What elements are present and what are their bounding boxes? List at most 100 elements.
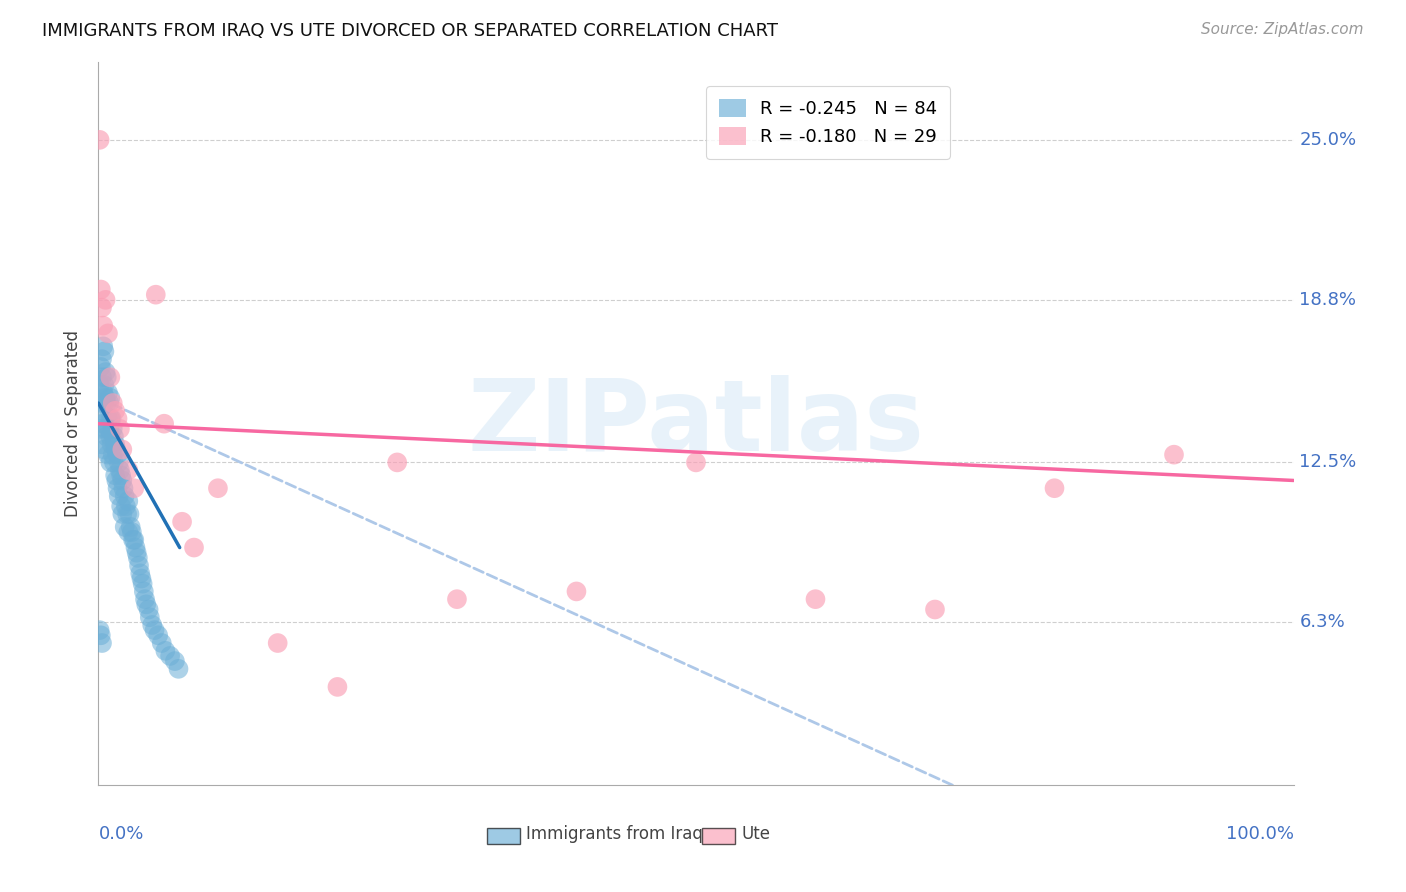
Point xyxy=(98,370,122,384)
Point xyxy=(159,648,181,663)
Point xyxy=(114,520,136,534)
Text: ZIPatlas: ZIPatlas xyxy=(468,376,924,472)
Point xyxy=(103,429,125,443)
Point xyxy=(101,448,124,462)
Point xyxy=(167,662,190,676)
Point xyxy=(132,584,155,599)
Point xyxy=(150,636,173,650)
Point xyxy=(98,396,121,410)
Point xyxy=(124,541,146,555)
Point xyxy=(97,448,120,462)
Point xyxy=(117,463,139,477)
Point xyxy=(98,429,122,443)
Point xyxy=(148,628,170,642)
Point xyxy=(124,533,146,547)
Point xyxy=(101,422,124,436)
Point xyxy=(104,404,127,418)
Point xyxy=(120,520,142,534)
Point xyxy=(107,489,129,503)
Text: Source: ZipAtlas.com: Source: ZipAtlas.com xyxy=(1201,22,1364,37)
Point xyxy=(117,524,139,539)
Point xyxy=(131,576,153,591)
Point xyxy=(91,352,114,367)
Point xyxy=(98,391,122,405)
Point xyxy=(134,592,156,607)
Text: 12.5%: 12.5% xyxy=(1299,453,1357,471)
Point xyxy=(100,437,122,451)
Point xyxy=(91,437,114,451)
Point xyxy=(153,417,176,431)
Point xyxy=(125,546,148,560)
Point xyxy=(101,396,124,410)
Point xyxy=(90,628,112,642)
Text: 25.0%: 25.0% xyxy=(1299,131,1357,149)
Point xyxy=(97,326,120,341)
Point xyxy=(207,481,229,495)
Point xyxy=(93,396,115,410)
Point xyxy=(97,411,120,425)
Point xyxy=(91,385,114,400)
Text: IMMIGRANTS FROM IRAQ VS UTE DIVORCED OR SEPARATED CORRELATION CHART: IMMIGRANTS FROM IRAQ VS UTE DIVORCED OR … xyxy=(42,22,778,40)
Point xyxy=(108,422,131,436)
Point xyxy=(446,592,468,607)
Point xyxy=(155,644,177,658)
Point xyxy=(129,566,152,581)
Point xyxy=(115,507,138,521)
Point xyxy=(115,500,138,514)
Point xyxy=(172,515,194,529)
Point xyxy=(89,378,111,392)
Point xyxy=(94,365,117,379)
Point xyxy=(565,584,588,599)
Point xyxy=(107,411,129,425)
FancyBboxPatch shape xyxy=(486,829,520,844)
Point xyxy=(90,283,112,297)
Point xyxy=(108,463,131,477)
Point xyxy=(90,422,112,436)
Point xyxy=(110,468,132,483)
Point xyxy=(111,474,134,488)
Point xyxy=(93,344,115,359)
Point xyxy=(90,396,112,410)
Point xyxy=(94,293,117,307)
Point xyxy=(91,636,114,650)
Point xyxy=(103,455,125,469)
Point xyxy=(326,680,349,694)
Point xyxy=(124,481,146,495)
Point xyxy=(139,610,162,624)
Point xyxy=(110,500,132,514)
Point xyxy=(104,468,127,483)
Point xyxy=(112,481,135,495)
Point xyxy=(96,429,118,443)
Y-axis label: Divorced or Separated: Divorced or Separated xyxy=(65,330,83,517)
Point xyxy=(267,636,290,650)
Point xyxy=(111,442,134,457)
Point xyxy=(131,572,153,586)
Point xyxy=(122,533,145,547)
Point xyxy=(385,455,409,469)
Point xyxy=(98,411,122,425)
Point xyxy=(91,339,114,353)
Point xyxy=(100,411,122,425)
Point xyxy=(105,442,128,457)
Point xyxy=(105,474,128,488)
Point xyxy=(93,442,115,457)
Point xyxy=(163,654,186,668)
Point xyxy=(111,507,134,521)
Point xyxy=(924,602,946,616)
Text: 18.8%: 18.8% xyxy=(1299,291,1357,309)
Point xyxy=(138,602,160,616)
Legend: R = -0.245   N = 84, R = -0.180   N = 29: R = -0.245 N = 84, R = -0.180 N = 29 xyxy=(706,86,950,159)
Point xyxy=(94,391,117,405)
Point xyxy=(91,301,114,315)
Point xyxy=(107,455,129,469)
Point xyxy=(804,592,827,607)
Point xyxy=(104,437,127,451)
Point xyxy=(143,623,166,637)
Text: 6.3%: 6.3% xyxy=(1299,614,1346,632)
Point xyxy=(98,422,121,436)
Point xyxy=(118,507,141,521)
Point xyxy=(89,623,111,637)
Point xyxy=(107,481,129,495)
Point xyxy=(141,618,163,632)
Point xyxy=(93,378,115,392)
